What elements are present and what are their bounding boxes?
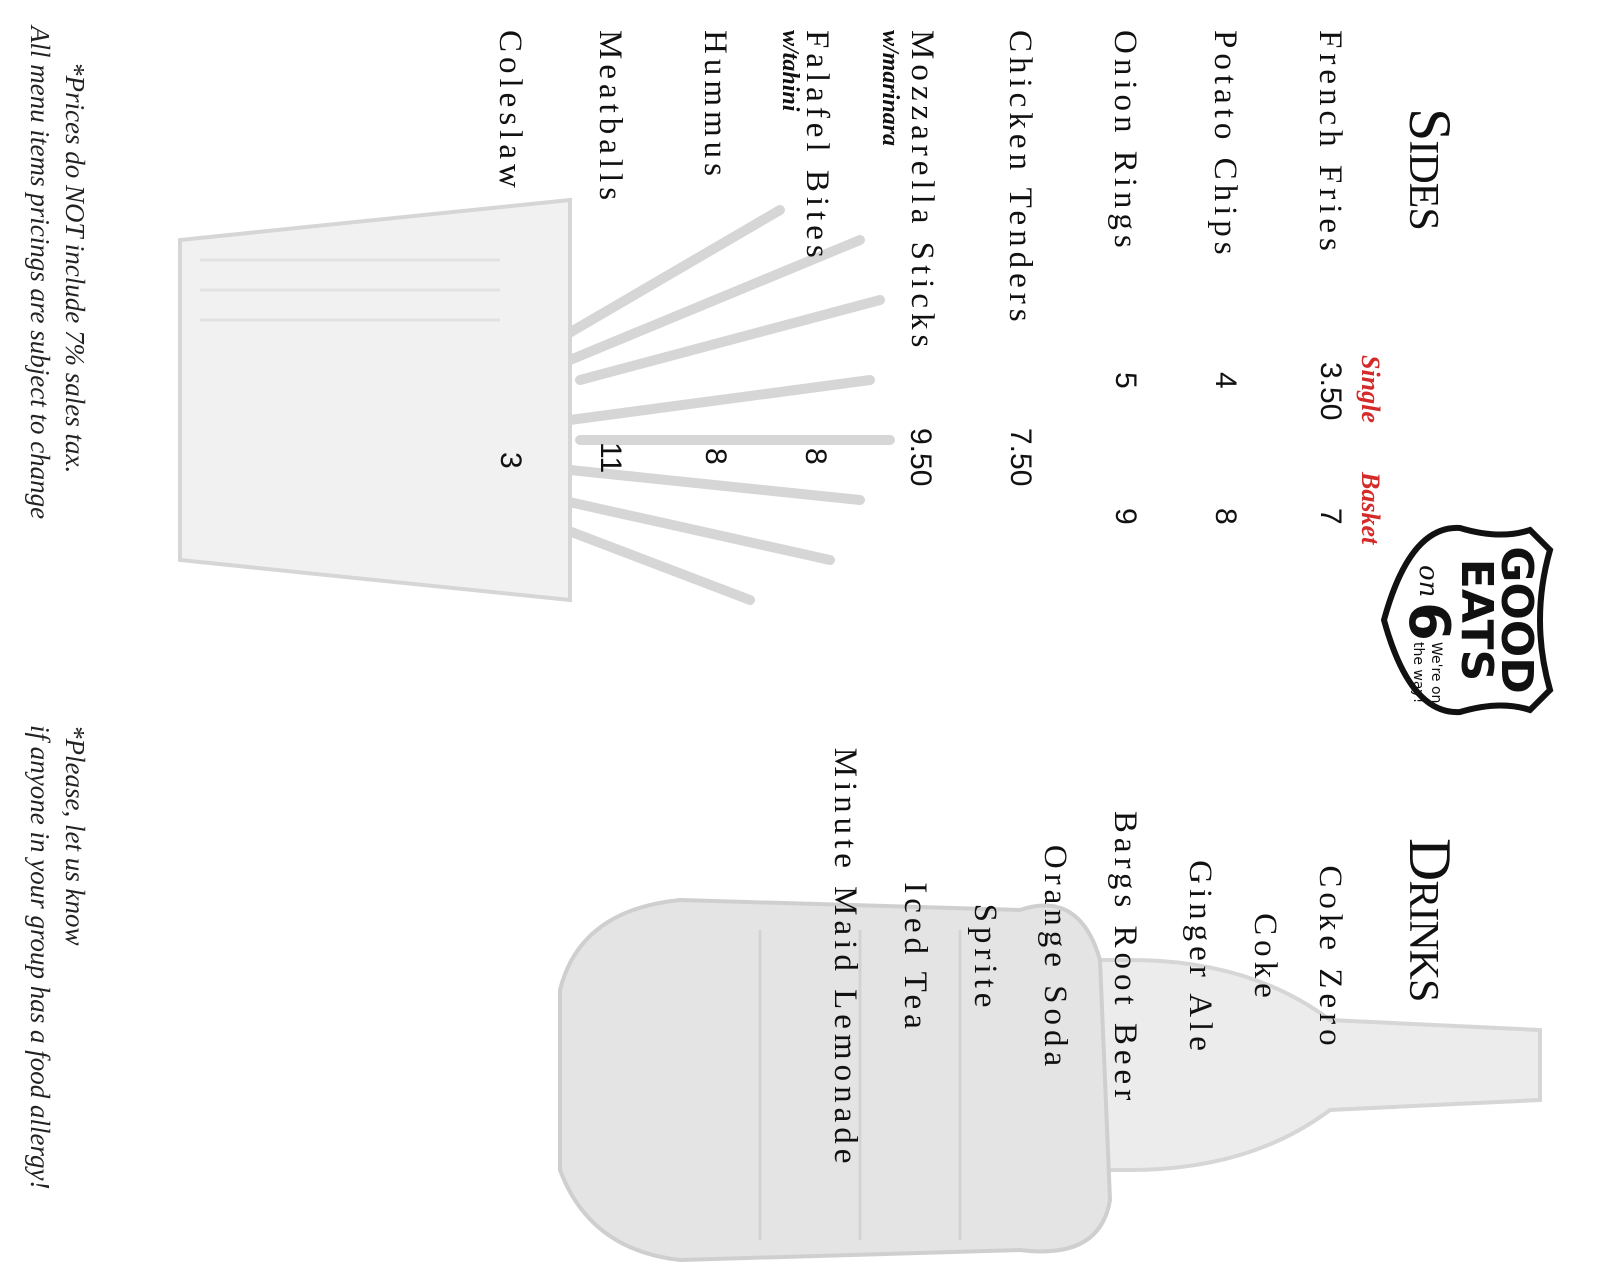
drink-item: Minute Maid Lemonade <box>827 747 863 1169</box>
tax-note-line-2: All menu items pricings are subject to c… <box>25 26 55 520</box>
drinks-title: Drinks <box>1397 838 1463 1002</box>
side-item-name: Meatballs <box>592 30 628 206</box>
side-item-name: Coleslaw <box>492 30 528 193</box>
sides-title: Sides <box>1397 108 1463 230</box>
side-item-single-price: 5 <box>1109 372 1142 389</box>
side-item-basket-price: 8 <box>1209 508 1242 525</box>
side-item-name: Potato Chips <box>1207 30 1243 260</box>
side-item-note: w/tahini <box>777 30 803 112</box>
svg-text:EATS: EATS <box>1451 559 1502 681</box>
good-eats-logo: GOOD EATS on 6 We're on the way! <box>1380 524 1554 716</box>
allergy-note-line-2: if anyone in your group has a food aller… <box>25 725 55 1190</box>
drink-item: Sprite <box>967 903 1003 1013</box>
drink-item: Coke <box>1247 913 1283 1003</box>
side-item-name: Mozzarella Sticks <box>904 30 940 353</box>
svg-text:the way!: the way! <box>1410 642 1426 703</box>
side-item-name: Chicken Tenders <box>1002 30 1038 327</box>
side-item-single-price: 11 <box>594 442 627 474</box>
side-item-single-price: 7.50 <box>1004 428 1037 487</box>
bottle-hand-sketch-illustration <box>558 897 1542 1263</box>
basket-column-header: Basket <box>1356 472 1385 545</box>
side-item-name: Falafel Bites <box>799 30 835 263</box>
drink-item: Bargs Root Beer <box>1107 810 1143 1106</box>
drink-item: Coke Zero <box>1312 865 1348 1051</box>
drink-item: Orange Soda <box>1037 844 1073 1072</box>
side-item-basket-price: 7 <box>1314 508 1347 525</box>
svg-text:on: on <box>1413 565 1443 597</box>
side-item-name: Hummus <box>697 30 733 182</box>
svg-text:We're on: We're on <box>1428 642 1444 703</box>
drink-item: Iced Tea <box>897 882 933 1034</box>
side-item-single-price: 4 <box>1209 372 1242 389</box>
side-item-note: w/marinara <box>877 30 903 147</box>
fries-sketch-illustration <box>178 197 895 605</box>
svg-text:GOOD: GOOD <box>1491 546 1542 693</box>
side-item-single-price: 9.50 <box>904 428 937 487</box>
svg-text:6: 6 <box>1396 602 1461 641</box>
allergy-note-line-1: *Please, let us know <box>60 725 90 946</box>
single-column-header: Single <box>1356 355 1385 423</box>
side-item-basket-price: 9 <box>1109 508 1142 525</box>
tax-note-line-1: *Prices do NOT include 7% sales tax. <box>60 62 90 474</box>
side-item-single-price: 3.50 <box>1314 362 1347 421</box>
side-item-name: French Fries <box>1312 30 1348 256</box>
side-item-single-price: 8 <box>699 448 732 465</box>
drink-item: Ginger Ale <box>1182 860 1218 1056</box>
side-item-name: Onion Rings <box>1107 30 1143 253</box>
side-item-single-price: 3 <box>494 452 527 469</box>
side-item-single-price: 8 <box>799 448 832 465</box>
